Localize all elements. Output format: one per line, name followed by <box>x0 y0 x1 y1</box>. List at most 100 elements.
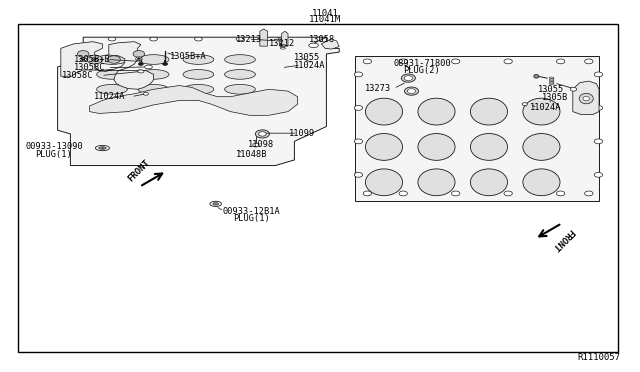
Ellipse shape <box>595 172 603 177</box>
Ellipse shape <box>195 37 202 41</box>
Ellipse shape <box>133 51 145 57</box>
Ellipse shape <box>557 191 564 196</box>
Text: 13058: 13058 <box>308 35 335 44</box>
Ellipse shape <box>399 59 408 64</box>
Ellipse shape <box>585 191 593 196</box>
Text: 13212: 13212 <box>269 39 295 48</box>
Ellipse shape <box>210 201 221 206</box>
Text: 00933-12B1A: 00933-12B1A <box>223 207 280 216</box>
Ellipse shape <box>470 134 508 160</box>
Ellipse shape <box>236 37 244 41</box>
Text: 13273: 13273 <box>365 84 391 93</box>
Text: 13055: 13055 <box>294 53 320 62</box>
Polygon shape <box>321 39 339 49</box>
Text: 11041M: 11041M <box>309 15 341 24</box>
Ellipse shape <box>138 84 169 94</box>
Polygon shape <box>58 37 339 166</box>
Polygon shape <box>282 31 288 46</box>
Ellipse shape <box>212 202 219 205</box>
Ellipse shape <box>108 56 120 63</box>
Ellipse shape <box>99 147 106 149</box>
Ellipse shape <box>404 76 413 80</box>
Text: 13058C: 13058C <box>74 63 105 72</box>
Ellipse shape <box>225 55 255 64</box>
Ellipse shape <box>183 70 214 79</box>
Ellipse shape <box>365 134 403 160</box>
Ellipse shape <box>308 43 319 48</box>
Ellipse shape <box>595 72 603 77</box>
Ellipse shape <box>280 43 285 45</box>
Ellipse shape <box>87 55 102 64</box>
Text: 11048B: 11048B <box>236 150 267 158</box>
Ellipse shape <box>108 37 116 41</box>
Ellipse shape <box>523 98 560 125</box>
Text: 11041: 11041 <box>312 9 339 17</box>
Ellipse shape <box>595 105 603 110</box>
Ellipse shape <box>225 70 255 79</box>
Ellipse shape <box>404 87 419 95</box>
Ellipse shape <box>138 70 144 73</box>
Ellipse shape <box>401 74 415 82</box>
Ellipse shape <box>570 87 577 91</box>
Ellipse shape <box>470 98 508 125</box>
Ellipse shape <box>365 98 403 125</box>
Ellipse shape <box>92 58 98 61</box>
Ellipse shape <box>97 70 127 79</box>
Ellipse shape <box>363 59 371 64</box>
Ellipse shape <box>534 74 539 78</box>
Ellipse shape <box>363 191 371 196</box>
Bar <box>18 24 618 352</box>
Polygon shape <box>573 81 599 115</box>
Ellipse shape <box>451 191 460 196</box>
Ellipse shape <box>280 45 285 46</box>
Ellipse shape <box>138 62 143 65</box>
Ellipse shape <box>183 55 214 64</box>
Ellipse shape <box>549 81 554 83</box>
Ellipse shape <box>365 169 403 196</box>
Ellipse shape <box>278 37 285 41</box>
Ellipse shape <box>418 134 455 160</box>
Text: 08931-71800: 08931-71800 <box>394 59 451 68</box>
Ellipse shape <box>585 59 593 64</box>
Text: 1305B+B: 1305B+B <box>74 55 110 64</box>
Ellipse shape <box>418 98 455 125</box>
Text: 13213: 13213 <box>236 35 262 44</box>
Text: PLUG(1): PLUG(1) <box>35 150 72 159</box>
Text: FRONT: FRONT <box>550 227 575 252</box>
Ellipse shape <box>579 93 593 104</box>
Ellipse shape <box>279 40 284 42</box>
Text: 00933-13090: 00933-13090 <box>26 142 83 151</box>
Text: PLUG(1): PLUG(1) <box>234 214 270 223</box>
Text: PLUG(2): PLUG(2) <box>403 66 440 75</box>
Polygon shape <box>61 42 154 89</box>
Ellipse shape <box>150 37 157 41</box>
Ellipse shape <box>407 89 416 93</box>
Ellipse shape <box>95 145 109 151</box>
Ellipse shape <box>549 77 554 78</box>
Ellipse shape <box>255 130 269 138</box>
Ellipse shape <box>136 57 142 61</box>
Ellipse shape <box>77 51 89 57</box>
Ellipse shape <box>355 172 363 177</box>
Ellipse shape <box>225 84 255 94</box>
Ellipse shape <box>583 96 589 101</box>
Ellipse shape <box>163 62 168 65</box>
Ellipse shape <box>97 84 127 94</box>
Polygon shape <box>90 86 298 115</box>
Text: 1305B+A: 1305B+A <box>170 52 206 61</box>
Ellipse shape <box>278 39 284 40</box>
Text: 13058C: 13058C <box>62 71 93 80</box>
Ellipse shape <box>504 191 513 196</box>
Ellipse shape <box>523 169 560 196</box>
Ellipse shape <box>138 58 141 60</box>
Ellipse shape <box>523 134 560 160</box>
Ellipse shape <box>279 42 284 43</box>
Ellipse shape <box>522 103 527 106</box>
Ellipse shape <box>549 78 554 80</box>
Ellipse shape <box>595 139 603 144</box>
Ellipse shape <box>355 139 363 144</box>
Text: 13055: 13055 <box>538 85 564 94</box>
Polygon shape <box>355 56 599 201</box>
Text: 11024A: 11024A <box>294 61 325 70</box>
Ellipse shape <box>355 72 363 77</box>
